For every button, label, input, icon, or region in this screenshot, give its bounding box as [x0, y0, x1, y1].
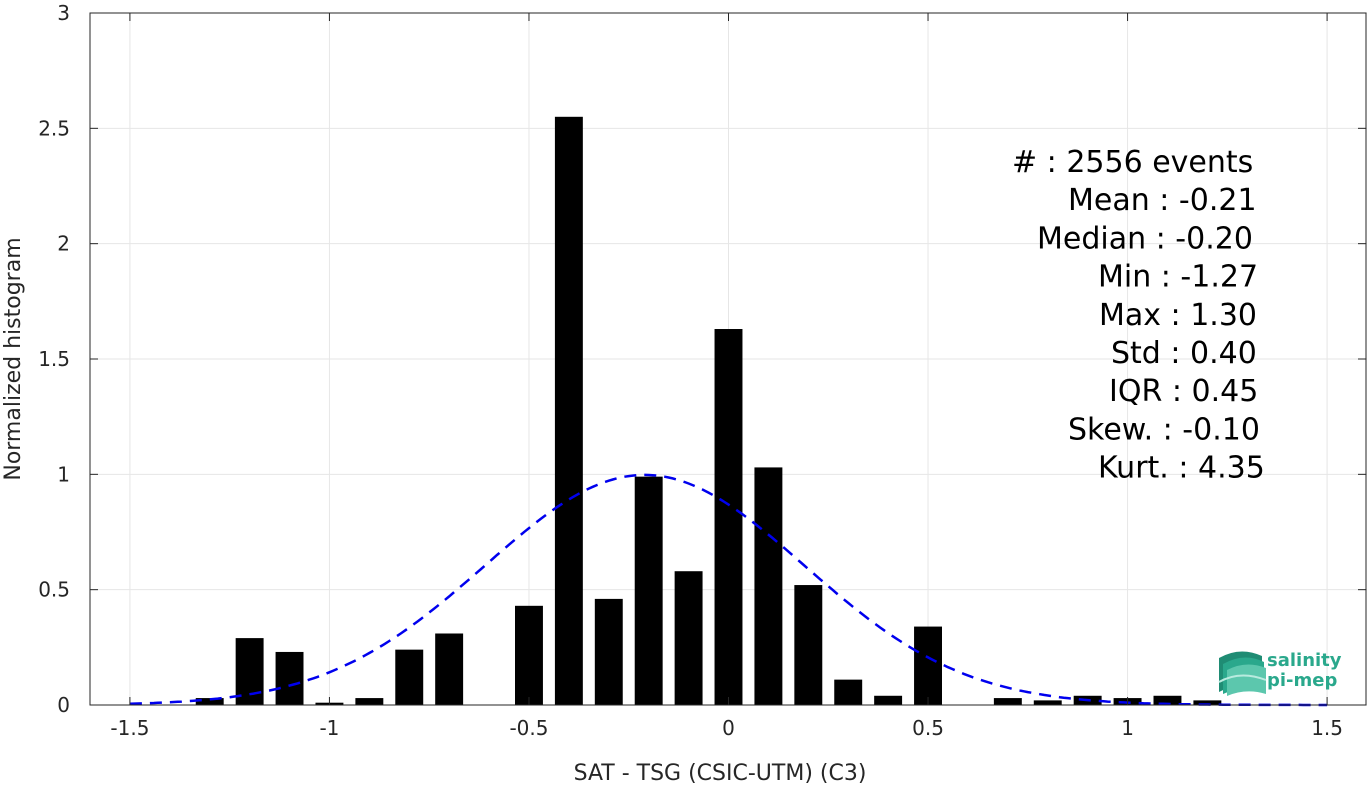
histogram-bar [634, 476, 663, 705]
stats-line: Median : -0.20 [1037, 221, 1253, 256]
y-tick-label: 2.5 [38, 116, 70, 140]
histogram-bar [993, 698, 1022, 705]
histogram-bar [1033, 700, 1062, 705]
x-tick-label: -0.5 [509, 716, 548, 740]
histogram-bar [355, 698, 384, 705]
histogram-bar [515, 605, 543, 705]
histogram-bar [1193, 700, 1222, 705]
histogram-bar [594, 598, 623, 705]
stats-line: Std : 0.40 [1111, 336, 1257, 371]
x-axis-label: SAT - TSG (CSIC-UTM) (C3) [574, 761, 867, 785]
x-tick-label: -1 [319, 716, 339, 740]
histogram-bar [874, 695, 903, 705]
histogram-bar [1153, 695, 1182, 705]
stats-line: Skew. : -0.10 [1068, 412, 1260, 447]
histogram-bar [794, 585, 823, 705]
histogram-bar [554, 116, 583, 706]
stats-line: Min : -1.27 [1098, 260, 1258, 295]
histogram-bar [914, 626, 942, 705]
logo-text-salinity: salinity [1267, 650, 1342, 671]
x-tick-label: 1 [1121, 716, 1134, 740]
x-tick-label: -1.5 [110, 716, 149, 740]
y-tick-label: 0.5 [38, 578, 70, 602]
bars [195, 116, 1222, 706]
histogram-bar [834, 679, 863, 705]
ticks: -1.5 -1 -0.5 0 0.5 1 1.5 0 0.5 1 1.5 2 2.5 3 [38, 1, 1366, 740]
y-tick-label: 1.5 [38, 347, 70, 371]
salinity-pimep-logo: salinity pi-mep [1218, 650, 1342, 696]
histogram-bar [395, 649, 424, 705]
histogram-bar [674, 571, 703, 705]
histogram-bar [435, 633, 464, 705]
histogram-bar [754, 467, 783, 705]
y-tick-label: 0 [57, 693, 70, 717]
waves-icon [1218, 651, 1267, 696]
stats-line: Mean : -0.21 [1068, 183, 1257, 218]
y-axis-label: Normalized histogram [1, 237, 26, 480]
y-tick-label: 3 [57, 1, 70, 25]
y-tick-label: 2 [57, 232, 70, 256]
histogram-bar [714, 329, 743, 705]
histogram-bar [275, 651, 304, 705]
x-tick-label: 1.5 [1311, 716, 1343, 740]
stats-line: IQR : 0.45 [1109, 374, 1258, 409]
histogram-bar [195, 698, 224, 705]
y-tick-label: 1 [57, 462, 70, 486]
logo-text-pimep: pi-mep [1267, 670, 1337, 691]
x-tick-label: 0.5 [912, 716, 944, 740]
stats-line: Kurt. : 4.35 [1098, 451, 1265, 486]
stats-line: # : 2556 events [1012, 145, 1253, 180]
stats-line: Max : 1.30 [1099, 298, 1257, 333]
x-tick-label: 0 [722, 716, 735, 740]
